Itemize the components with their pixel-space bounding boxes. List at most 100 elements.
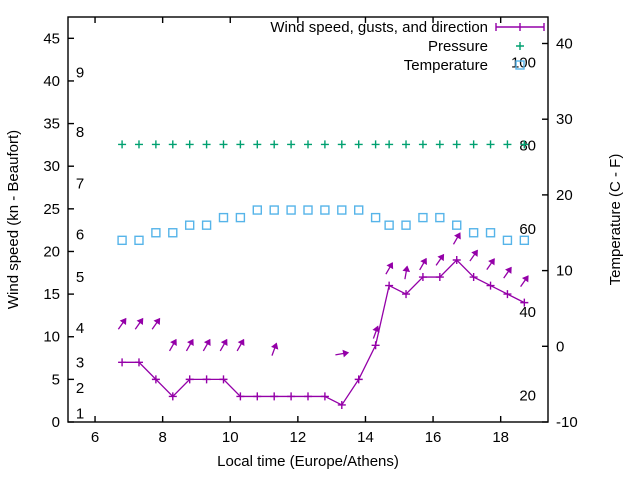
arrow-head: [119, 317, 127, 326]
wind-direction-arrow: [419, 257, 427, 271]
arrow-head: [153, 317, 161, 326]
legend-sample-marker: [515, 60, 525, 70]
data-point-marker: [435, 273, 444, 282]
data-point-marker: [486, 140, 495, 149]
legend-label-2: Temperature: [404, 57, 488, 74]
data-point-marker: [337, 400, 346, 409]
series-plus: [118, 140, 529, 149]
data-series-group: [117, 140, 530, 409]
data-point-marker: [401, 220, 411, 230]
arrow-head: [471, 249, 478, 257]
wind-direction-arrow: [469, 249, 478, 262]
arrow-head: [372, 325, 380, 333]
data-point-marker: [337, 140, 346, 149]
data-point-marker: [168, 392, 177, 401]
beaufort-label: 1: [76, 405, 84, 422]
arrow-head: [386, 262, 394, 270]
data-point-marker: [252, 205, 262, 215]
wind-direction-arrow: [134, 317, 144, 330]
beaufort-label: 2: [76, 380, 84, 397]
data-point-marker: [287, 392, 296, 401]
y-tick-label: 0: [52, 414, 60, 431]
y-tick-label: 20: [43, 243, 60, 260]
x-axis-title: Local time (Europe/Athens): [217, 453, 399, 470]
x-tick-label: 6: [91, 429, 99, 446]
wind-direction-arrow: [335, 349, 350, 358]
beaufort-label: 6: [76, 226, 84, 243]
y-tick-label: 35: [43, 116, 60, 133]
plot-frame: [67, 16, 549, 423]
fahrenheit-label: 40: [519, 304, 536, 321]
arrow-head: [187, 338, 194, 347]
data-point-marker: [452, 220, 462, 230]
data-point-marker: [201, 220, 212, 230]
y2-tick-label: -10: [556, 414, 578, 431]
data-point-marker: [371, 140, 380, 149]
data-point-marker: [452, 256, 461, 264]
wind-direction-arrow: [151, 317, 161, 330]
data-point-marker: [117, 235, 127, 246]
data-point-marker: [270, 140, 279, 149]
y-axis-right-ticks: -10 0 10 20 30 40: [542, 35, 578, 431]
arrow-head: [521, 275, 529, 283]
beaufort-label: 8: [76, 124, 84, 141]
arrow-head: [342, 349, 350, 358]
arrow-head: [237, 338, 245, 347]
data-point-marker: [435, 140, 444, 149]
data-point-marker: [303, 205, 313, 215]
y-tick-label: 45: [43, 30, 60, 47]
y2-tick-label: 10: [556, 263, 573, 280]
data-point-marker: [270, 392, 279, 401]
wind-direction-arrow: [486, 258, 495, 270]
x-tick-label: 12: [290, 429, 307, 446]
data-point-marker: [151, 375, 160, 384]
wind-direction-arrow: [202, 338, 211, 352]
y-axis-left-ticks: 0 5 10 15 20 25 30 35 40 45: [43, 30, 74, 431]
wind-direction-arrow: [168, 338, 177, 352]
data-point-marker: [519, 235, 530, 246]
data-point-marker: [253, 140, 262, 149]
data-point-marker: [384, 220, 394, 230]
data-point-marker: [468, 228, 479, 238]
beaufort-label: 9: [76, 64, 84, 81]
legend-sample-ticks: [495, 23, 545, 31]
wind-direction-arrow: [271, 342, 279, 356]
data-point-marker: [202, 140, 211, 149]
data-point-marker: [134, 358, 143, 367]
data-point-marker: [486, 281, 495, 290]
data-point-marker: [287, 140, 296, 149]
fahrenheit-label: 60: [519, 221, 536, 238]
y-tick-label: 25: [43, 201, 60, 218]
wind-direction-arrow: [402, 265, 411, 280]
data-point-marker: [385, 281, 394, 290]
y-axis-right-title: Temperature (C - F): [607, 154, 624, 286]
fahrenheit-label: 20: [519, 388, 536, 405]
data-point-marker: [354, 375, 363, 384]
data-point-marker: [320, 205, 330, 215]
y2-tick-label: 20: [556, 187, 573, 204]
data-point-marker: [151, 140, 160, 149]
data-point-marker: [337, 205, 347, 215]
beaufort-label: 5: [76, 269, 84, 286]
data-point-marker: [185, 375, 194, 384]
wind-direction-arrow: [219, 338, 228, 352]
wind-direction-arrow: [520, 275, 529, 288]
arrow-head: [136, 317, 144, 326]
x-tick-label: 14: [357, 429, 374, 446]
data-point-marker: [385, 140, 394, 149]
data-point-marker: [469, 140, 478, 149]
data-point-marker: [520, 298, 529, 307]
wind-direction-arrow: [435, 253, 445, 266]
beaufort-label: 7: [76, 175, 84, 192]
x-tick-label: 18: [492, 429, 509, 446]
y-tick-label: 40: [43, 73, 60, 90]
wind-direction-arrow: [236, 338, 245, 352]
legend-label-1: Pressure: [428, 38, 488, 55]
data-point-marker: [134, 140, 143, 149]
data-point-marker: [118, 358, 127, 367]
data-point-marker: [304, 140, 312, 149]
data-point-marker: [418, 140, 427, 149]
wind-speed-line: [122, 259, 525, 406]
data-point-marker: [236, 392, 245, 401]
